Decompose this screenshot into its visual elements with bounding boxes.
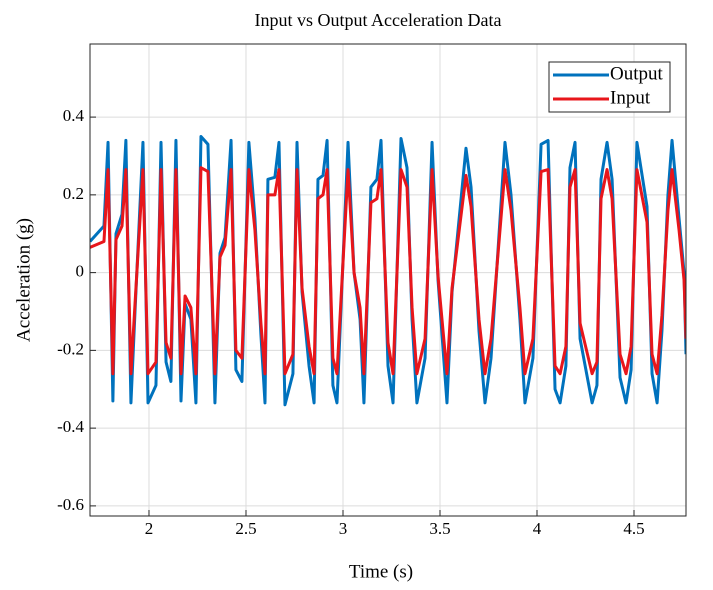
legend-label: Output — [610, 63, 664, 84]
x-axis-label: Time (s) — [349, 561, 413, 582]
y-tick-label: 0.4 — [63, 106, 85, 125]
x-tick-label: 4.5 — [623, 519, 644, 538]
series-line — [90, 166, 686, 376]
x-tick-label: 3 — [339, 519, 348, 538]
x-tick-label: 4 — [533, 519, 542, 538]
legend-box — [548, 61, 671, 113]
legend-label: Input — [610, 87, 651, 108]
y-tick-label: -0.4 — [57, 417, 84, 436]
x-tick-label: 2 — [145, 519, 154, 538]
x-tick-label: 3.5 — [429, 519, 450, 538]
x-tick-label: 2.5 — [235, 519, 256, 538]
y-axis-label: Acceleration (g) — [13, 218, 34, 342]
y-tick-label: 0 — [76, 262, 85, 281]
y-tick-label: -0.2 — [57, 339, 84, 358]
y-tick-label: -0.6 — [57, 495, 84, 514]
y-tick-label: 0.2 — [63, 184, 84, 203]
chart-title: Input vs Output Acceleration Data — [255, 10, 502, 30]
plot-frame — [89, 43, 687, 517]
